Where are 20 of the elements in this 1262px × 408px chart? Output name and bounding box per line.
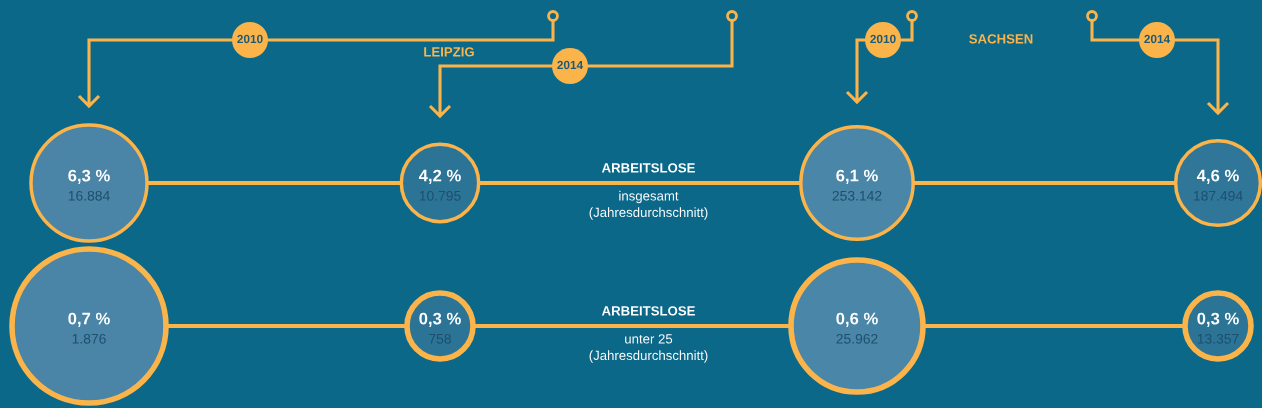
data-label: 4,6 % (1196, 169, 1239, 184)
text: ARBEITSLOSE insgesamt (Jahresdurchschnitt) (589, 163, 708, 220)
data-label: 1.876 (72, 333, 106, 344)
data-label: 0,7 % (68, 312, 110, 327)
category-label: 2014 (557, 60, 584, 70)
data-label: 16.884 (68, 190, 110, 201)
category-label: 2014 (1144, 34, 1171, 44)
data-label: 253.142 (832, 190, 882, 201)
category-label: 2010 (237, 34, 263, 44)
data-label: 6,1 % (836, 169, 878, 184)
data-label: 4,2 % (418, 169, 461, 184)
data-label: 0,6 % (836, 312, 878, 327)
text: SACHSEN (969, 34, 1033, 44)
data-label: 6,3 % (68, 169, 110, 184)
text: LEIPZIG (424, 47, 474, 57)
category-label: 2010 (870, 34, 896, 44)
data-label: 0,3 % (1197, 312, 1239, 327)
data-label: 25.962 (836, 333, 878, 344)
text: ARBEITSLOSE unter 25 (Jahresdurchschnitt) (589, 306, 708, 363)
data-label: 0,3 % (419, 312, 461, 327)
